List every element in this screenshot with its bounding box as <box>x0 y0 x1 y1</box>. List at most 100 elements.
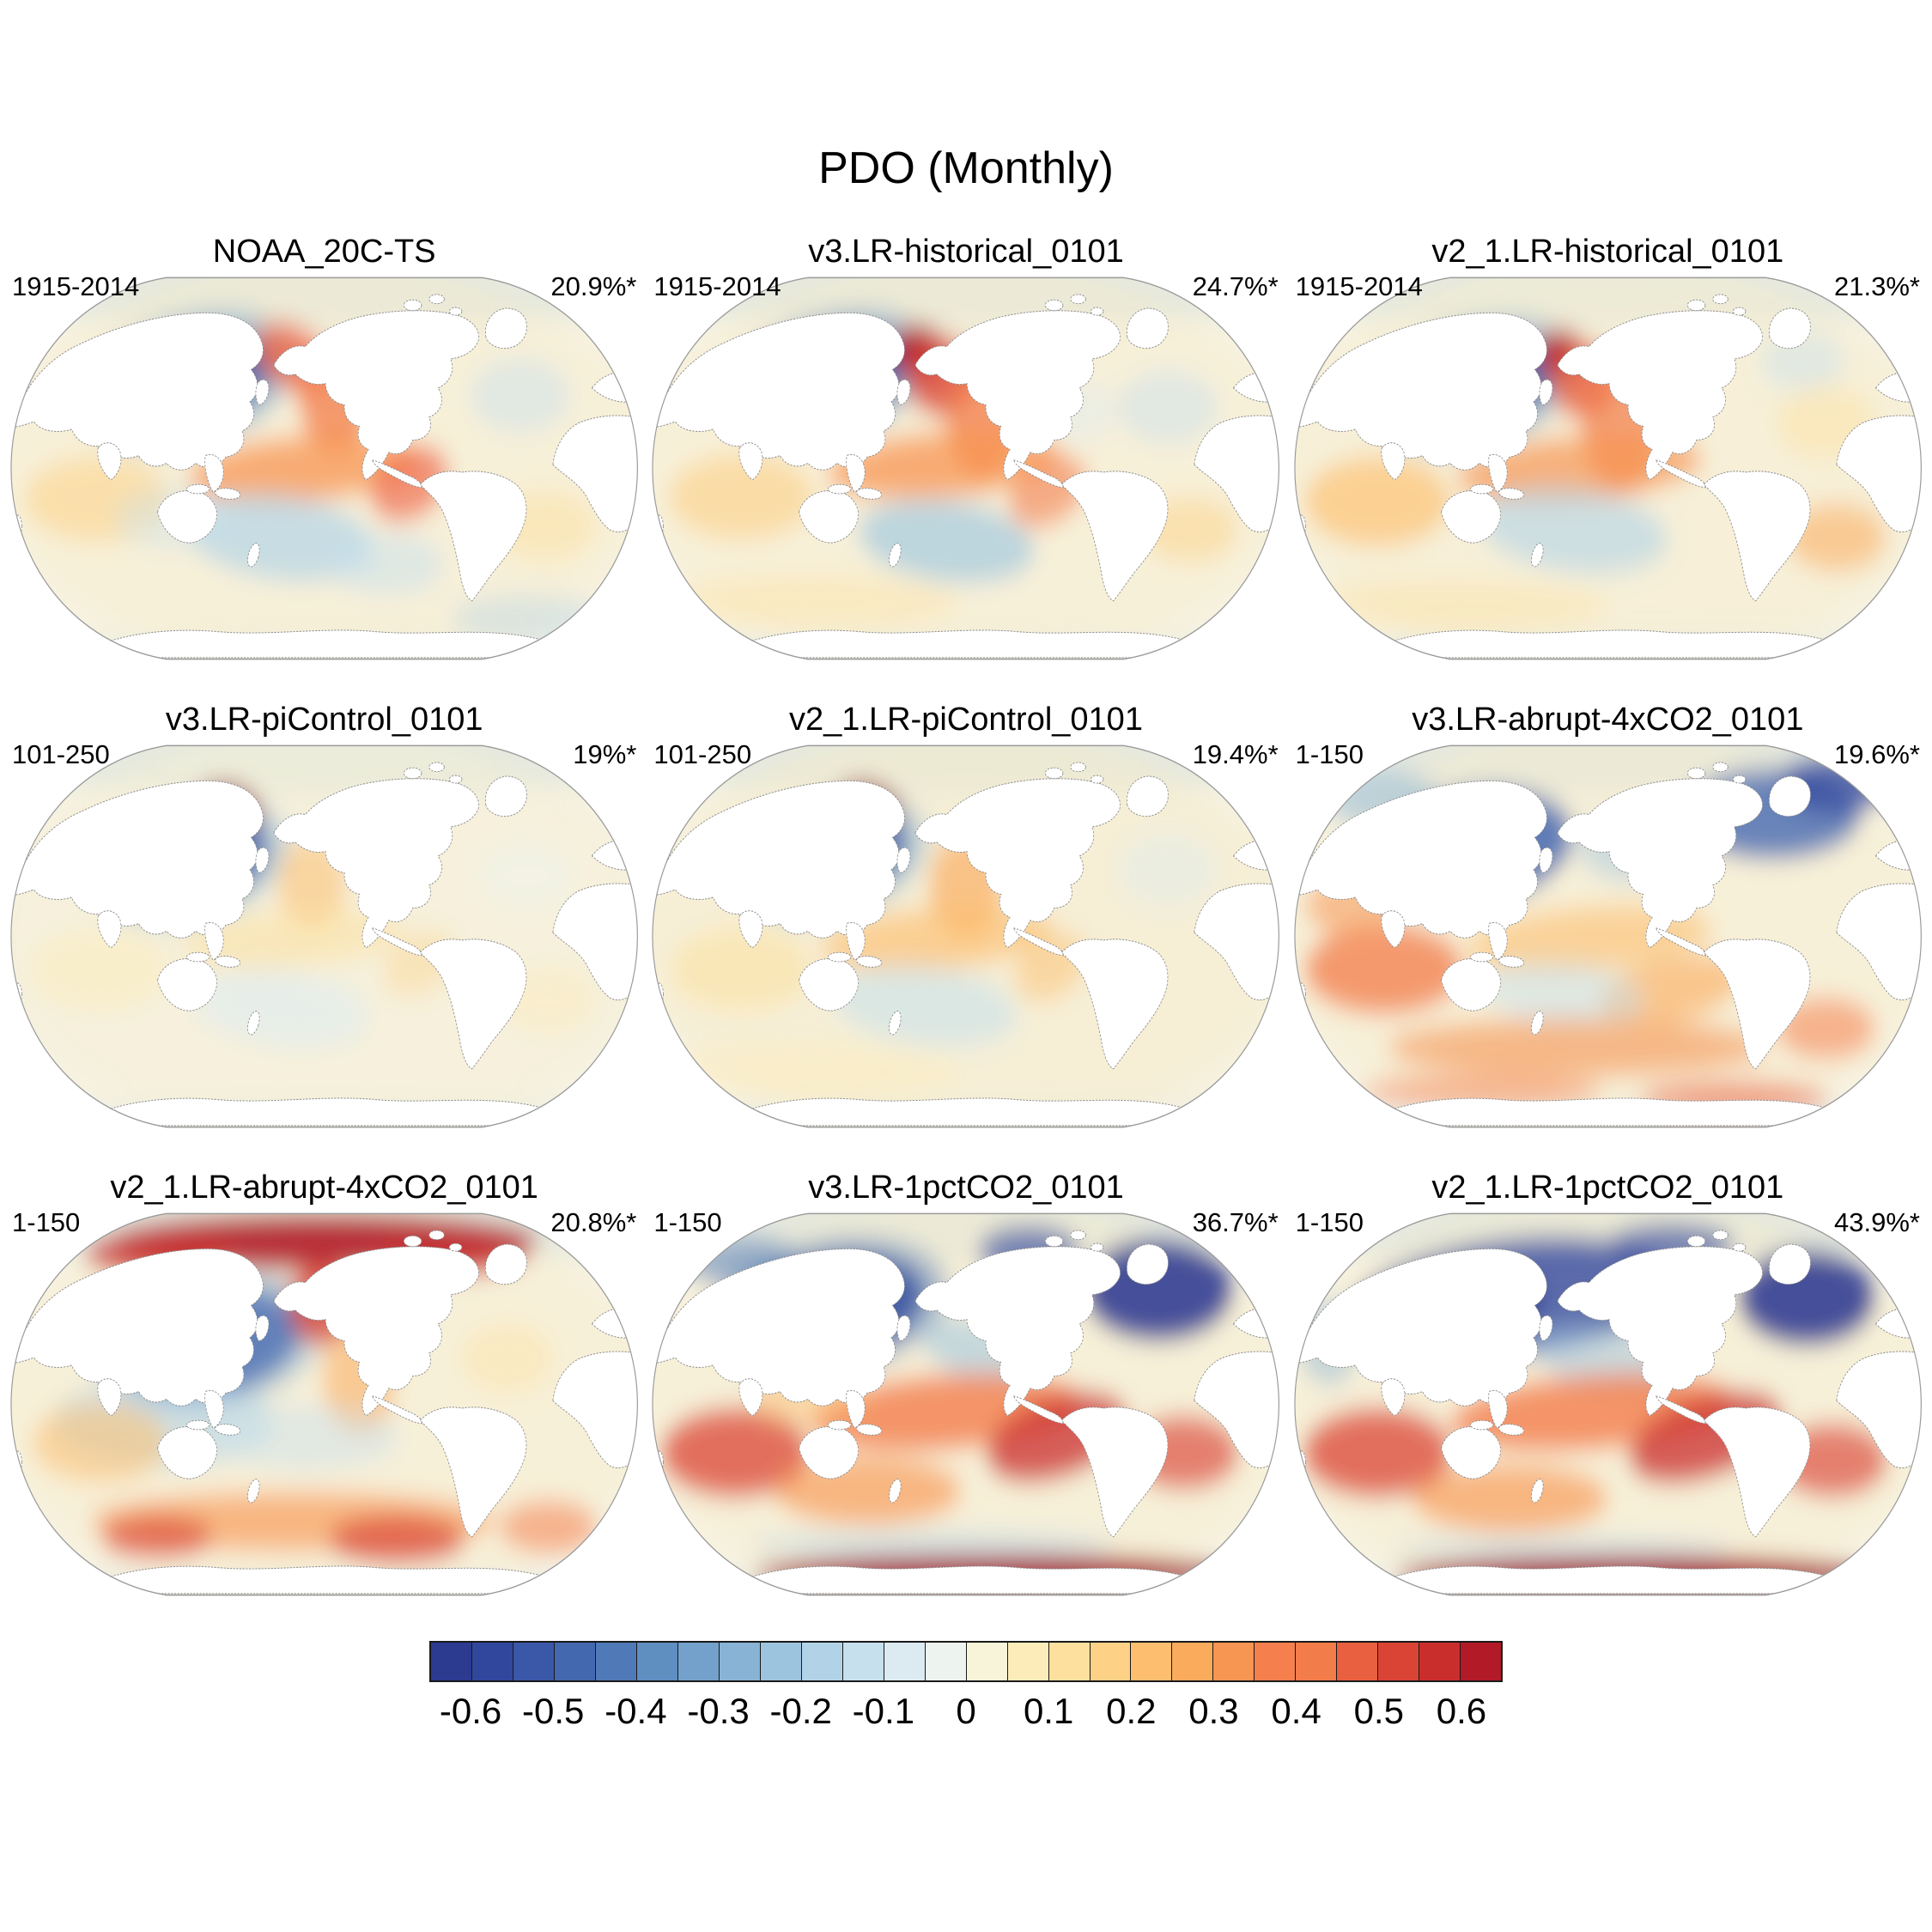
anomaly-blob <box>1294 580 1608 633</box>
colorbar-tick-labels: -0.6 -0.5 -0.4 -0.3 -0.2 -0.1 0 0.1 0.2 0.3 0.4 0.5… <box>429 1691 1503 1735</box>
landmass <box>718 1097 1214 1127</box>
island <box>1498 956 1524 968</box>
panel-variance-label: 19%* <box>573 739 637 769</box>
map-panel-v3.LR-1pctCO2_0101: v3.LR-1pctCO2_0101 1-150 36.7%* <box>650 1168 1281 1600</box>
colorbar-tick: 0.3 <box>1188 1691 1239 1731</box>
figure-title: PDO (Monthly) <box>818 143 1114 193</box>
landmass <box>654 780 906 939</box>
panel-title: v2_1.LR-piControl_0101 <box>789 702 1143 738</box>
landmass <box>1381 910 1405 949</box>
anomaly-blob <box>1787 503 1886 572</box>
map-panel-v3.LR-piControl_0101: v3.LR-piControl_0101 101-250 19%* <box>9 700 640 1132</box>
landmass <box>1297 1248 1547 1406</box>
island <box>1045 1235 1064 1248</box>
panel-title: v2_1.LR-abrupt-4xCO2_0101 <box>110 1170 538 1206</box>
island <box>889 543 902 568</box>
panel-period-label: 1-150 <box>12 1207 81 1237</box>
landmass <box>1381 1378 1405 1417</box>
landmass <box>1703 1406 1810 1538</box>
colorbar-segment <box>431 1643 471 1680</box>
landmass <box>1487 1389 1508 1429</box>
colorbar-tick: -0.6 <box>439 1691 502 1731</box>
island <box>247 1011 260 1036</box>
world-map <box>10 276 638 660</box>
island <box>1530 1479 1544 1504</box>
landmass <box>13 1248 264 1406</box>
island <box>448 775 463 784</box>
landmass <box>157 489 218 544</box>
anomaly-blob <box>859 500 1036 583</box>
colorbar-segment <box>1254 1643 1296 1680</box>
anomaly-blob <box>1303 1407 1452 1498</box>
island <box>448 307 463 316</box>
anomaly-blob <box>1084 1238 1234 1340</box>
continents-layer <box>1296 294 1922 659</box>
colorbar-tick: 0.2 <box>1106 1691 1157 1731</box>
island <box>1711 762 1728 773</box>
landmass <box>1768 775 1811 817</box>
landmass <box>1703 939 1810 1070</box>
landmass <box>1655 459 1707 489</box>
landmass <box>552 883 638 1001</box>
landmass <box>1539 847 1553 873</box>
landmass <box>738 910 763 949</box>
colorbar-segment <box>1212 1643 1255 1680</box>
continents-layer <box>12 1230 638 1595</box>
island <box>1686 1235 1705 1248</box>
map-outline <box>1294 1212 1922 1596</box>
anomaly-blob <box>827 430 1060 499</box>
landmass <box>1487 921 1508 961</box>
landmass <box>372 459 423 489</box>
anomaly-blob <box>1304 457 1450 546</box>
landmass <box>1194 883 1279 1001</box>
colorbar-segment <box>512 1643 554 1680</box>
landmass <box>799 1425 860 1479</box>
landmass <box>1297 780 1547 939</box>
panel-period-label: 1-150 <box>653 1207 722 1237</box>
panel-period-label: 1-150 <box>1295 1207 1364 1237</box>
colorbar-swatches <box>429 1641 1503 1682</box>
landmass <box>1703 471 1810 602</box>
landmass <box>846 1389 866 1429</box>
landmass <box>799 957 860 1012</box>
panel-variance-label: 20.9%* <box>550 271 637 301</box>
landmass <box>255 1315 270 1341</box>
world-map <box>10 1212 638 1596</box>
continents-layer <box>654 762 1279 1127</box>
island <box>828 483 852 495</box>
panel-title: NOAA_20C-TS <box>212 234 436 270</box>
panel-grid: NOAA_20C-TS 1915-2014 20.9%* v3.LR-historic… <box>0 232 1932 1600</box>
island <box>247 543 260 568</box>
colorbar-segment <box>965 1643 1007 1680</box>
panel-variance-label: 36.7%* <box>1192 1207 1279 1237</box>
colorbar-segment <box>1295 1643 1337 1680</box>
map-panel-v2_1.LR-abrupt-4xCO2_0101: v2_1.LR-abrupt-4xCO2_0101 1-150 20.8%* <box>9 1168 640 1600</box>
anomaly-blob <box>656 1044 960 1100</box>
panel-variance-label: 24.7%* <box>1192 271 1279 301</box>
continents-layer <box>12 294 638 659</box>
landmass <box>799 489 860 544</box>
colorbar-segment <box>718 1643 760 1680</box>
anomaly-blob <box>1776 997 1875 1060</box>
landmass <box>1359 629 1856 659</box>
landmass <box>846 921 866 961</box>
panel-variance-label: 21.3%* <box>1834 271 1920 301</box>
colorbar-tick: -0.5 <box>522 1691 585 1731</box>
map-outline <box>652 744 1280 1128</box>
panel-title: v2_1.LR-historical_0101 <box>1431 234 1784 270</box>
landmass <box>97 442 122 481</box>
landmass <box>1359 1565 1856 1595</box>
world-map <box>652 276 1280 660</box>
island <box>1045 299 1064 312</box>
landmass <box>204 1389 224 1429</box>
anomaly-blob <box>477 838 576 912</box>
colorbar-segment <box>1006 1643 1048 1680</box>
colorbar-tick: -0.4 <box>605 1691 667 1731</box>
map-wrap: 1-150 20.8%* <box>9 1207 640 1600</box>
panel-title: v2_1.LR-1pctCO2_0101 <box>1431 1170 1784 1206</box>
landmass <box>485 775 527 817</box>
landmass <box>552 415 638 533</box>
anomaly-blob <box>499 1500 598 1553</box>
landmass <box>896 379 911 405</box>
island <box>1045 767 1064 780</box>
